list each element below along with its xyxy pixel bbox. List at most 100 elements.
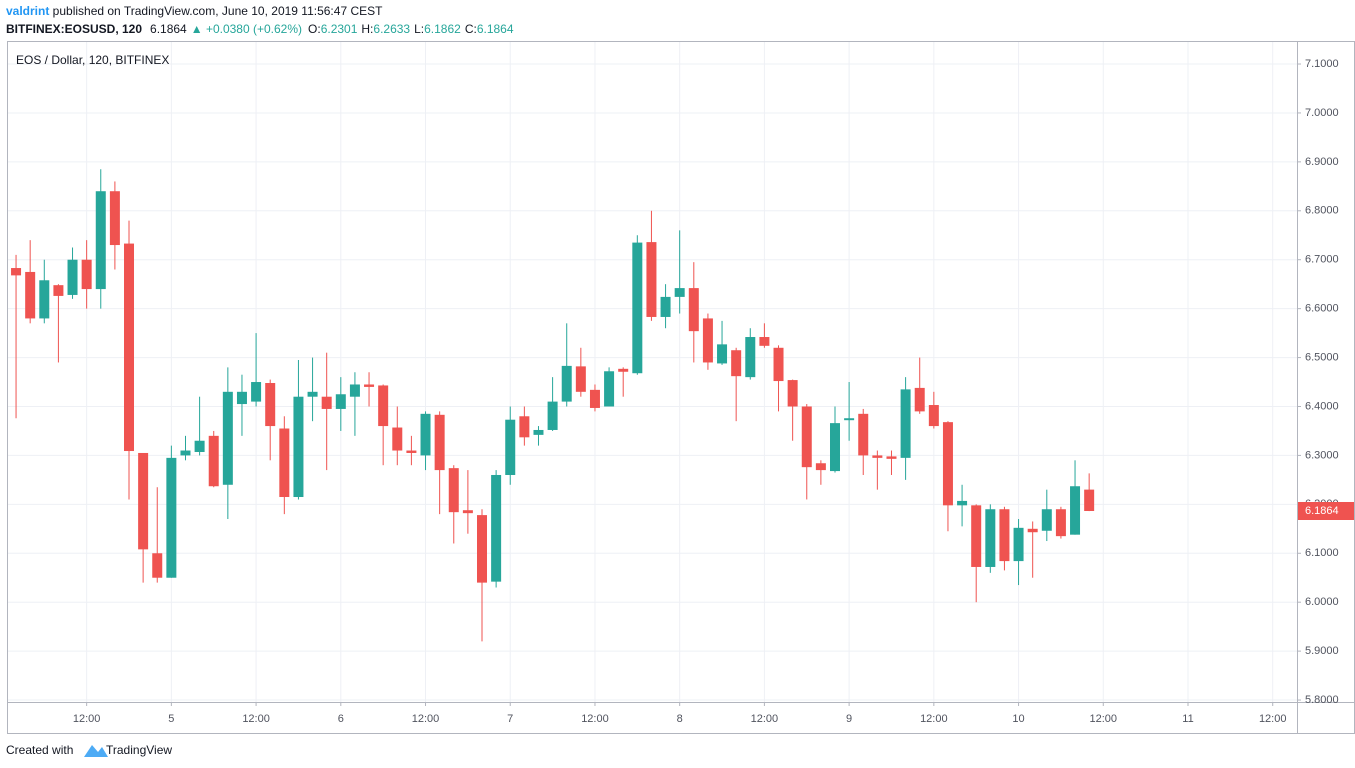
candle-body — [957, 500, 968, 506]
y-tick-label: 6.4000 — [1305, 400, 1339, 412]
author[interactable]: valdrint — [6, 4, 49, 18]
ohlc-label: O: — [308, 22, 321, 36]
candle-body — [1041, 509, 1052, 531]
publish-line: valdrint published on TradingView.com, J… — [6, 4, 383, 18]
candle-body — [971, 505, 982, 567]
candle-body — [872, 455, 883, 458]
candle-body — [11, 268, 22, 276]
candle-body — [81, 259, 92, 290]
candle-body — [618, 368, 629, 372]
candle-body — [787, 380, 798, 407]
x-tick-label: 9 — [846, 713, 852, 725]
candle-body — [180, 450, 191, 456]
change: ▲ +0.0380 (+0.62%) — [191, 22, 302, 36]
candle-body — [914, 387, 925, 412]
x-tick-label: 12:00 — [1090, 713, 1118, 725]
candle-body — [858, 413, 869, 456]
candle-body — [547, 401, 558, 430]
ohlc-value: 6.1864 — [477, 22, 514, 36]
candle-body — [420, 413, 431, 456]
candle-body — [533, 429, 544, 435]
candle-body — [251, 382, 262, 402]
candle-body — [1084, 489, 1095, 511]
candle-body — [25, 271, 36, 319]
y-tick-label: 6.1000 — [1305, 547, 1339, 559]
candle-body — [307, 391, 318, 397]
footer-created: Created with — [6, 743, 73, 757]
published: published on TradingView.com, June 10, 2… — [49, 4, 383, 18]
candle-body — [928, 405, 939, 427]
candle-body — [321, 396, 332, 409]
candle-body — [886, 456, 897, 459]
candle-body — [53, 285, 64, 296]
candle-body — [279, 428, 290, 498]
x-tick-label: 6 — [338, 713, 344, 725]
candle-body — [674, 288, 685, 297]
candle-body — [985, 509, 996, 567]
candle-body — [364, 384, 375, 387]
y-tick-label: 6.9000 — [1305, 156, 1339, 168]
candle-body — [519, 416, 530, 438]
candle-body — [138, 452, 149, 550]
y-tick-label: 5.9000 — [1305, 645, 1339, 657]
candle-body — [589, 389, 600, 408]
last: 6.1864 — [150, 22, 187, 36]
candle-body — [236, 391, 247, 405]
candle-body — [222, 391, 233, 485]
candle-body — [1070, 486, 1081, 535]
ohlc-label: H: — [361, 22, 373, 36]
candle-body — [731, 350, 742, 377]
x-tick-label: 12:00 — [920, 713, 948, 725]
candle-body — [265, 383, 276, 427]
candle-body — [194, 440, 205, 452]
candle-body — [646, 242, 657, 317]
candle-body — [702, 318, 713, 363]
candle-body — [505, 419, 516, 475]
y-tick-label: 6.8000 — [1305, 205, 1339, 217]
tv-logo[interactable]: TradingView — [84, 743, 172, 757]
candle-body — [815, 463, 826, 471]
candle-body — [406, 450, 417, 453]
symbol-line: BITFINEX:EOSUSD, 120 6.1864 ▲ +0.0380 (+0.… — [6, 22, 514, 36]
x-tick-label: 11 — [1182, 713, 1193, 725]
y-tick-label: 7.1000 — [1305, 58, 1339, 70]
chart-title: EOS / Dollar, 120, BITFINEX — [16, 53, 169, 67]
candle-body — [773, 347, 784, 382]
candle-body — [109, 191, 120, 246]
candle-body — [942, 422, 953, 506]
candle-body — [632, 242, 643, 374]
candle-body — [434, 414, 445, 471]
y-tick-label: 6.3000 — [1305, 449, 1339, 461]
candle-body — [95, 191, 106, 290]
candle-body — [1027, 528, 1038, 533]
ohlc-value: 6.2633 — [373, 22, 410, 36]
y-tick-label: 6.7000 — [1305, 254, 1339, 266]
candle-body — [1013, 527, 1024, 562]
candle-body — [293, 396, 304, 498]
candle-body — [477, 515, 488, 583]
candle-body — [745, 337, 756, 378]
candle-body — [67, 259, 78, 295]
candles — [11, 169, 1095, 642]
candle-body — [604, 371, 615, 407]
candle-body — [688, 288, 699, 332]
logo-icon — [84, 745, 108, 757]
ohlc-value: 6.1862 — [424, 22, 461, 36]
candle-body — [166, 457, 177, 578]
candle-body — [152, 553, 163, 578]
candle-body — [844, 418, 855, 421]
candle-body — [1055, 509, 1066, 537]
y-tick-label: 6.6000 — [1305, 303, 1339, 315]
ohlc-label: L: — [414, 22, 424, 36]
candle-body — [349, 384, 360, 397]
footer-brand[interactable]: TradingView — [106, 743, 172, 757]
x-tick-label: 12:00 — [73, 713, 101, 725]
last-price-tag — [1298, 501, 1354, 520]
candle-body — [829, 423, 840, 472]
x-tick-label: 5 — [168, 713, 174, 725]
candle-body — [900, 389, 911, 458]
x-tick-label: 12:00 — [751, 713, 779, 725]
